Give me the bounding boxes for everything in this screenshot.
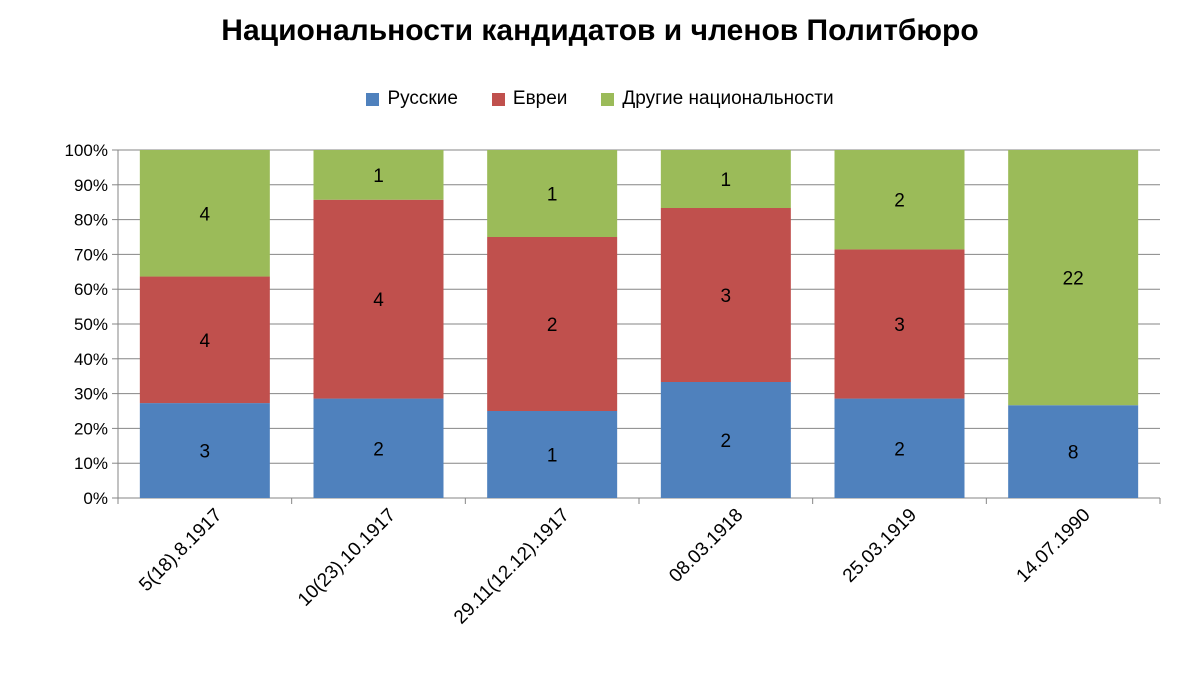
bar-segment xyxy=(834,150,965,250)
legend-item-jews: Евреи xyxy=(491,88,568,110)
data-label: 4 xyxy=(373,290,384,311)
x-tick-label: 10(23).10.1917 xyxy=(294,505,400,611)
y-tick-label: 10% xyxy=(74,454,108,473)
y-tick-label: 20% xyxy=(74,419,108,438)
legend-swatch-russians xyxy=(366,92,380,106)
bar-segment xyxy=(660,150,791,208)
data-label: 1 xyxy=(721,170,732,191)
chart-title: Национальности кандидатов и членов Полит… xyxy=(221,14,979,47)
x-tick-label: 29.11(12.12).1917 xyxy=(450,505,574,629)
bar-segment xyxy=(139,403,270,498)
bar-segment xyxy=(487,411,618,498)
legend-item-russians: Русские xyxy=(366,88,458,110)
bar-segment xyxy=(834,398,965,498)
data-label: 4 xyxy=(200,204,211,225)
y-tick-label: 30% xyxy=(74,385,108,404)
bar-segment xyxy=(313,398,444,498)
x-tick-label: 25.03.1919 xyxy=(839,505,921,587)
data-label: 2 xyxy=(721,431,732,452)
legend-label-russians: Русские xyxy=(387,88,458,109)
data-label: 2 xyxy=(894,439,905,460)
bar-segment xyxy=(660,382,791,498)
bar-segment xyxy=(313,199,444,399)
data-label: 8 xyxy=(1068,443,1079,464)
bar-segment xyxy=(139,150,270,277)
bar-segment xyxy=(487,237,618,411)
legend-label-jews: Евреи xyxy=(512,88,568,109)
bar-segment xyxy=(139,276,270,404)
data-label: 22 xyxy=(1063,269,1084,290)
data-label: 3 xyxy=(200,442,211,463)
y-tick-label: 80% xyxy=(74,211,108,230)
data-label: 4 xyxy=(200,331,211,352)
bar-segment xyxy=(1008,405,1139,498)
x-tick-label: 14.07.1990 xyxy=(1013,505,1095,587)
bar-segment xyxy=(660,208,791,382)
y-tick-label: 90% xyxy=(74,176,108,195)
data-label: 3 xyxy=(894,315,905,336)
bar-segment xyxy=(1008,150,1139,406)
y-tick-label: 100% xyxy=(65,141,108,160)
data-label: 3 xyxy=(721,286,732,307)
legend-item-other: Другие национальности xyxy=(601,88,834,110)
bar-segment xyxy=(313,150,444,200)
y-tick-label: 50% xyxy=(74,315,108,334)
y-tick-label: 0% xyxy=(83,489,108,508)
data-label: 2 xyxy=(373,439,384,460)
legend-label-other: Другие национальности xyxy=(622,88,834,109)
x-tick-label: 08.03.1918 xyxy=(665,505,747,587)
bar-segment xyxy=(834,249,965,399)
y-tick-label: 70% xyxy=(74,245,108,264)
legend-swatch-jews xyxy=(491,92,505,106)
y-tick-label: 40% xyxy=(74,350,108,369)
bar-segment xyxy=(487,150,618,237)
data-label: 1 xyxy=(547,446,558,467)
data-label: 2 xyxy=(894,191,905,212)
legend-swatch-other xyxy=(601,92,615,106)
legend: Русские Евреи Другие национальности xyxy=(0,88,1200,110)
x-tick-label: 5(18).8.1917 xyxy=(135,505,226,596)
data-label: 1 xyxy=(373,166,384,187)
data-label: 2 xyxy=(547,315,558,336)
data-label: 1 xyxy=(547,185,558,206)
y-tick-label: 60% xyxy=(74,280,108,299)
